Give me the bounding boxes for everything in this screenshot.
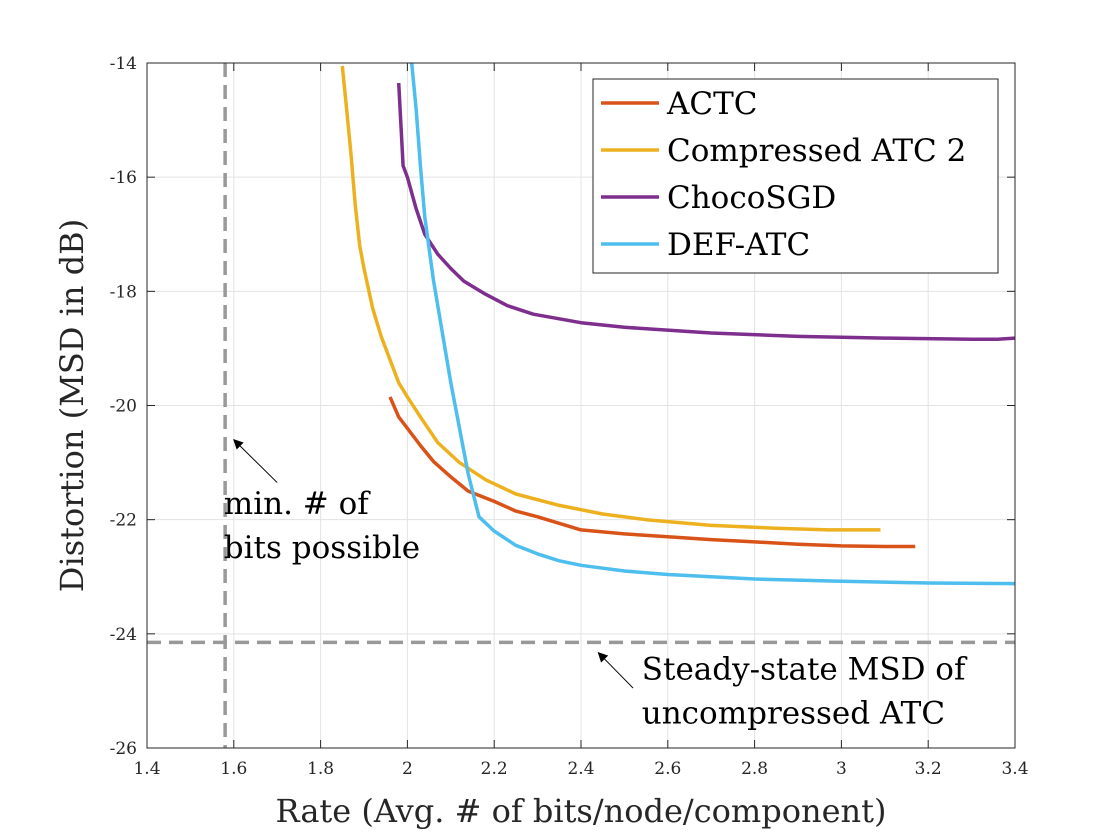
x-tick-label: 3.4 <box>1001 759 1028 779</box>
ticks: 1.4 1.6 1.8 2 2.2 2.4 2.6 2.8 3 3.2 3.4 -14 -16 -18 -2… <box>110 54 1029 779</box>
y-tick-label: -26 <box>110 739 137 759</box>
annotation-text: Steady-state MSD of <box>642 652 968 688</box>
y-tick-label: -24 <box>110 625 137 645</box>
y-tick-label: -14 <box>110 54 137 74</box>
x-tick-label: 3 <box>836 759 847 779</box>
series-line-compressed-atc-2 <box>340 65 881 532</box>
x-tick-label: 2 <box>402 759 413 779</box>
x-tick-label: 1.8 <box>307 759 334 779</box>
series-line-def-atc <box>409 63 1015 586</box>
annotations: min. # of bits possible Steady-state MSD o… <box>224 439 968 732</box>
series-line-chocosgd <box>396 82 1015 342</box>
legend-label-def-atc: DEF-ATC <box>667 227 810 263</box>
series-line-actc <box>388 396 916 549</box>
y-tick-label: -20 <box>110 397 137 417</box>
x-axis-label: Rate (Avg. # of bits/node/component) <box>276 792 887 830</box>
annotation-arrow <box>597 651 634 689</box>
x-tick-label: 1.6 <box>220 759 247 779</box>
y-axis-label: Distortion (MSD in dB) <box>53 219 91 592</box>
reference-lines <box>147 63 1015 748</box>
annotation-text: uncompressed ATC <box>642 696 945 732</box>
series-lines <box>340 63 1015 586</box>
x-tick-label: 3.2 <box>915 759 942 779</box>
y-tick-label: -16 <box>110 168 137 188</box>
x-tick-label: 2.6 <box>654 759 681 779</box>
legend-label-chocosgd: ChocoSGD <box>667 180 836 216</box>
x-tick-label: 1.4 <box>133 759 160 779</box>
x-tick-label: 2.4 <box>567 759 594 779</box>
legend-label-compressed-atc-2: Compressed ATC 2 <box>667 133 966 169</box>
legend-box <box>592 78 999 274</box>
legend-label-actc: ACTC <box>666 86 758 122</box>
annotation-text: bits possible <box>224 530 420 566</box>
legend: ACTC Compressed ATC 2 ChocoSGD DEF-ATC <box>592 78 999 274</box>
annotation-text: min. # of <box>224 486 371 522</box>
y-tick-label: -18 <box>110 282 137 302</box>
x-tick-label: 2.8 <box>741 759 768 779</box>
x-tick-label: 2.2 <box>481 759 508 779</box>
annotation-arrow <box>233 439 278 483</box>
y-tick-label: -22 <box>110 511 137 531</box>
